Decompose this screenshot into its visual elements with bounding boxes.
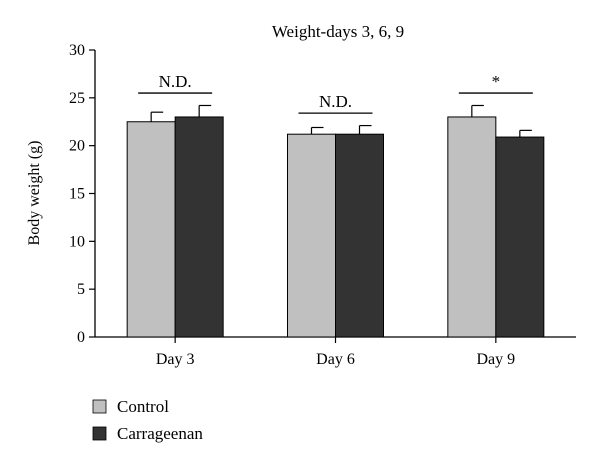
- bar: [495, 136, 545, 338]
- y-tick-label: 15: [69, 186, 85, 203]
- bar: [174, 116, 224, 338]
- legend: Control Carrageenan: [92, 397, 203, 443]
- legend-label: Control: [117, 397, 169, 416]
- y-tick-label: 0: [77, 329, 85, 346]
- x-tick-label: Day 9: [477, 351, 516, 368]
- significance-label: *: [492, 72, 501, 91]
- y-tick-label: 5: [77, 281, 85, 298]
- significance-label: N.D.: [159, 72, 192, 91]
- y-axis-label: Body weight (g): [26, 141, 43, 246]
- plot-area: 0 5 10 15 20 25 30 Day 3 Day 6 Day 9 N.D. N.D. *: [69, 42, 576, 368]
- legend-swatch: [92, 399, 107, 414]
- y-tick-label: 10: [69, 233, 85, 250]
- chart-title: Weight-days 3, 6, 9: [272, 22, 404, 41]
- y-tick-label: 30: [69, 42, 85, 59]
- y-tick-label: 25: [69, 90, 85, 107]
- bar: [335, 133, 384, 338]
- bar: [287, 133, 336, 338]
- x-tick-label: Day 6: [316, 351, 355, 368]
- legend-label: Carrageenan: [117, 424, 203, 443]
- bar: [447, 116, 497, 338]
- significance-label: N.D.: [319, 92, 352, 111]
- bar: [126, 121, 176, 338]
- y-tick-label: 20: [69, 138, 85, 155]
- x-tick-label: Day 3: [156, 351, 195, 368]
- legend-swatch: [92, 426, 107, 441]
